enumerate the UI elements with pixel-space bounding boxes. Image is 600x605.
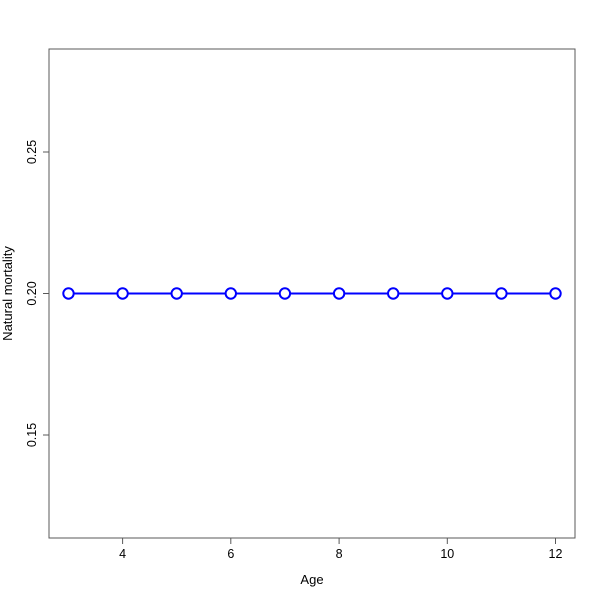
svg-text:0.15: 0.15 <box>25 423 39 447</box>
svg-text:10: 10 <box>440 547 454 561</box>
svg-text:6: 6 <box>227 547 234 561</box>
svg-text:4: 4 <box>119 547 126 561</box>
svg-text:Natural mortality: Natural mortality <box>0 246 15 341</box>
svg-text:8: 8 <box>336 547 343 561</box>
svg-text:0.25: 0.25 <box>25 140 39 164</box>
svg-text:0.20: 0.20 <box>25 281 39 305</box>
svg-text:12: 12 <box>549 547 563 561</box>
svg-text:Age: Age <box>300 572 323 587</box>
